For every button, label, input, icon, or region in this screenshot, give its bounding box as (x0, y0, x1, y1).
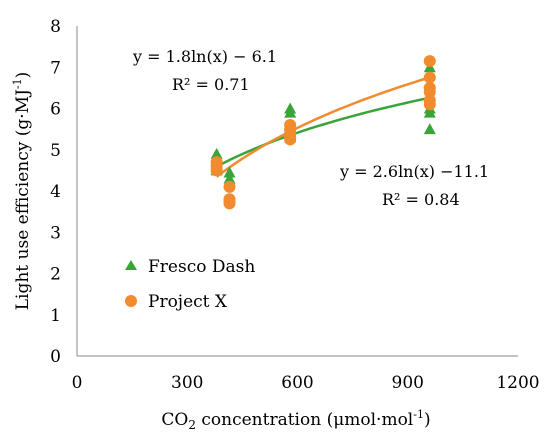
axes (76, 26, 518, 357)
legend-marker-fresco-dash (125, 260, 137, 270)
y-tick-label: 3 (50, 223, 61, 243)
x-tick-label: 600 (281, 373, 313, 393)
data-point-triangle (210, 147, 223, 159)
data-point-triangle (423, 106, 436, 118)
x-tick-label: 300 (171, 373, 203, 393)
data-point-circle (223, 197, 236, 210)
trendlines (215, 76, 431, 178)
y-tick-label: 8 (50, 17, 61, 37)
x-tick-labels: 0 300 600 900 1200 (72, 373, 540, 393)
y-tick-label: 1 (50, 306, 61, 326)
fresco-dash-r2: R² = 0.71 (172, 75, 250, 94)
data-point-triangle (223, 166, 236, 178)
data-point-circle (423, 55, 436, 68)
data-point-circle (210, 164, 223, 177)
y-tick-label: 7 (50, 58, 61, 78)
trendline-fresco-dash (216, 96, 431, 168)
y-tick-labels: 0 1 2 3 4 5 6 7 8 (50, 17, 61, 367)
y-tick-label: 4 (50, 182, 61, 202)
legend: Fresco Dash Project X (125, 257, 255, 312)
legend-label-project-x: Project X (148, 292, 228, 312)
project-x-r2: R² = 0.84 (382, 190, 460, 209)
x-tick-label: 900 (392, 373, 424, 393)
data-point-circle (423, 71, 436, 84)
data-point-triangle (223, 172, 236, 184)
y-tick-label: 0 (50, 347, 61, 367)
x-axis-title: CO2 concentration (μmol·mol-1) (161, 408, 430, 432)
project-x-equation: y = 2.6ln(x) −11.1 (339, 162, 489, 181)
y-axis-title: Light use efficiency (g·MJ-1) (11, 72, 33, 311)
y-tick-label: 5 (50, 141, 61, 161)
data-points (210, 55, 436, 210)
data-point-circle (223, 180, 236, 193)
data-point-triangle (284, 106, 297, 118)
legend-label-fresco-dash: Fresco Dash (148, 257, 255, 277)
legend-marker-project-x (125, 295, 137, 307)
x-tick-label: 0 (72, 373, 83, 393)
fresco-dash-equation: y = 1.8ln(x) − 6.1 (132, 47, 277, 66)
x-tick-label: 1200 (496, 373, 539, 393)
trendline-project-x (215, 76, 431, 178)
data-point-circle (284, 133, 297, 146)
data-point-circle (423, 98, 436, 111)
data-point-circle (423, 86, 436, 98)
y-tick-label: 2 (50, 265, 61, 285)
y-tick-label: 6 (50, 100, 61, 120)
series-project-x (210, 55, 436, 210)
data-point-triangle (423, 123, 436, 135)
